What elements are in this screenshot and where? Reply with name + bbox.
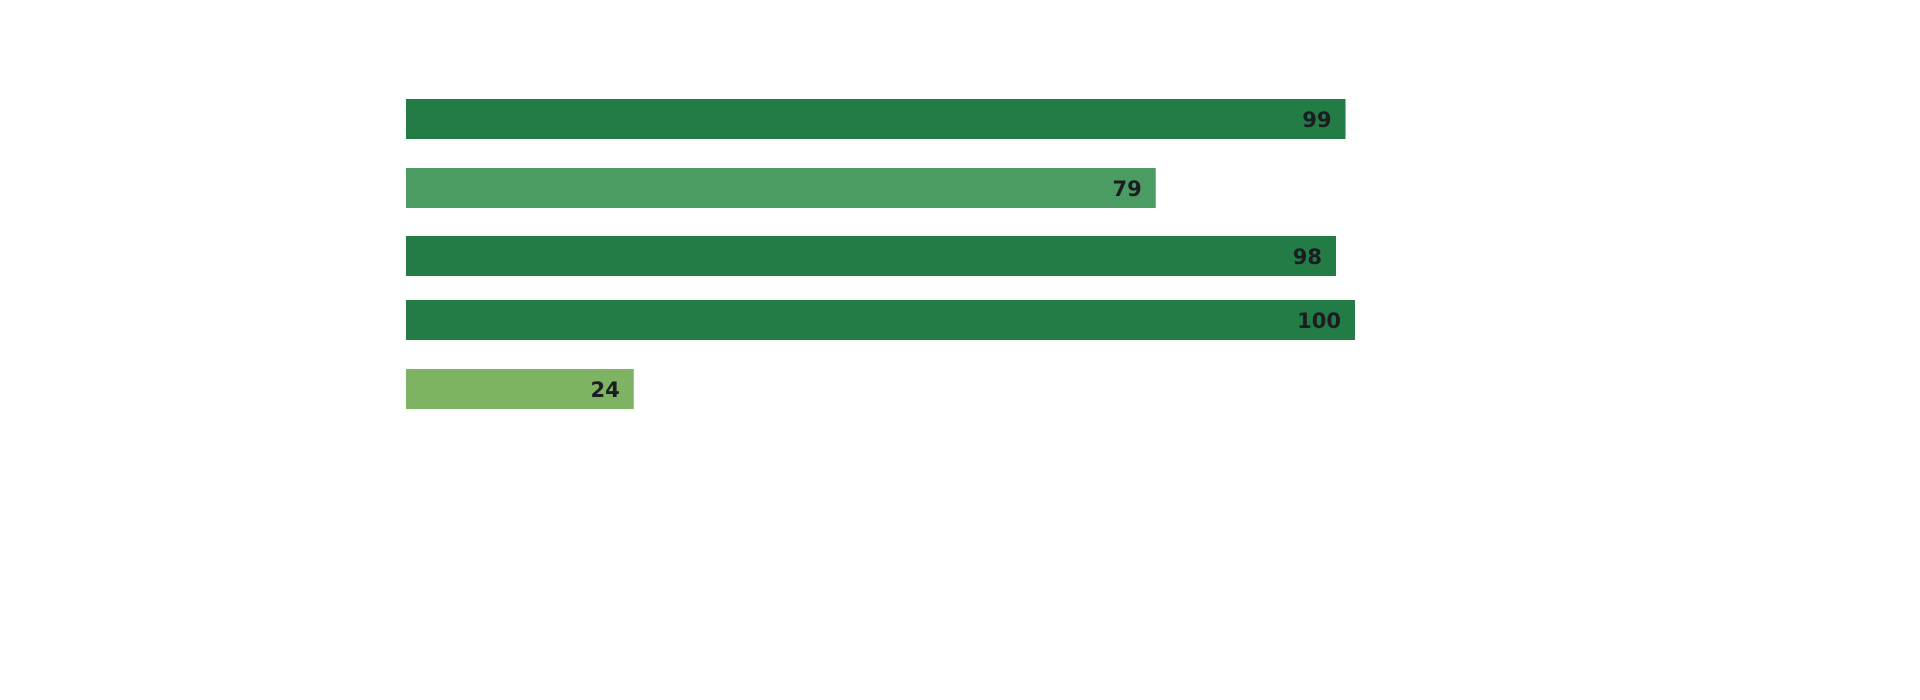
data-label-1: 79 — [1112, 177, 1141, 201]
data-label-4: 24 — [591, 378, 620, 402]
bar-0 — [406, 99, 1346, 139]
bar-2 — [406, 236, 1337, 276]
bar-3 — [406, 300, 1355, 340]
data-label-2: 98 — [1293, 245, 1322, 269]
data-label-0: 99 — [1302, 108, 1331, 132]
bar-1 — [406, 168, 1156, 208]
bar-4 — [406, 369, 634, 409]
data-label-3: 100 — [1297, 309, 1341, 333]
